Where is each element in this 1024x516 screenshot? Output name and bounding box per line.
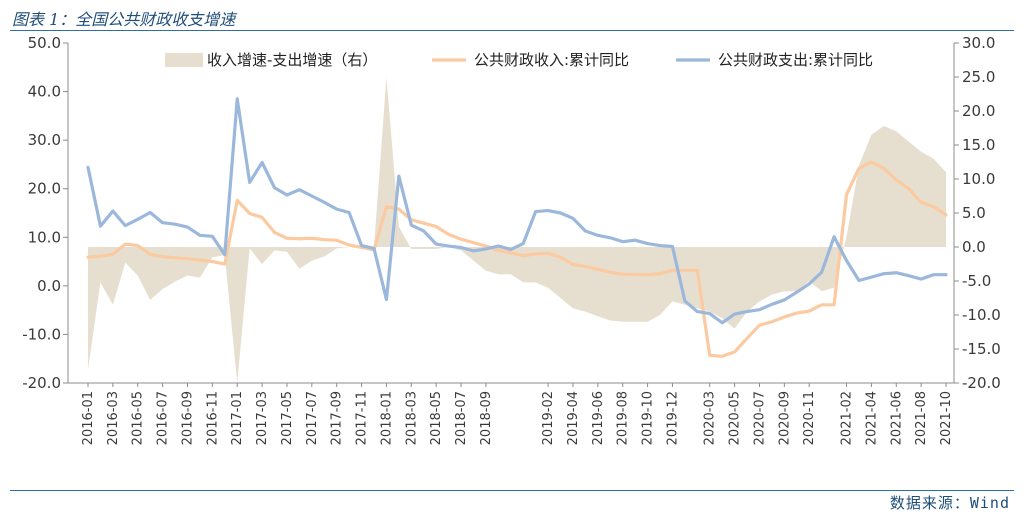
data-source: 数据来源：Wind bbox=[889, 494, 1010, 512]
right-tick-label: 30.0 bbox=[962, 34, 995, 52]
x-tick-label: 2021-02 bbox=[840, 391, 855, 445]
right-tick-label: 10.0 bbox=[962, 170, 995, 188]
x-tick-label: 2019-10 bbox=[641, 391, 656, 445]
figure-title: 图表 1：全国公共财政收支增速 bbox=[12, 10, 236, 29]
right-tick-label: -15.0 bbox=[962, 340, 1001, 358]
right-tick-label: 15.0 bbox=[962, 136, 995, 154]
x-tick-label: 2016-11 bbox=[205, 391, 220, 445]
x-tick-label: 2016-01 bbox=[81, 391, 96, 445]
x-tick-label: 2016-03 bbox=[106, 391, 121, 445]
right-tick-label: -5.0 bbox=[962, 272, 991, 290]
left-tick-label: 30.0 bbox=[28, 131, 61, 149]
x-tick-label: 2016-05 bbox=[131, 391, 146, 445]
left-tick-label: 40.0 bbox=[28, 83, 61, 101]
axis-layer: -20.0 -10.0 0.0 10.0 20.0 30.0 40.0 50.0 -20.0 -1… bbox=[22, 34, 1001, 445]
x-tick-label: 2017-11 bbox=[355, 391, 370, 445]
right-tick-label: -20.0 bbox=[962, 374, 1001, 392]
left-tick-label: -10.0 bbox=[22, 325, 61, 343]
x-tick-label: 2017-03 bbox=[255, 391, 270, 445]
x-tick-label: 2020-05 bbox=[728, 391, 743, 445]
x-tick-label: 2021-08 bbox=[914, 391, 929, 445]
x-tick-label: 2018-01 bbox=[379, 391, 394, 445]
right-tick-label: 5.0 bbox=[962, 204, 986, 222]
x-tick-label: 2019-08 bbox=[616, 391, 631, 445]
x-tick-label: 2017-09 bbox=[330, 391, 345, 445]
x-tick-label: 2018-05 bbox=[429, 391, 444, 445]
legend-label: 公共财政收入:累计同比 bbox=[474, 51, 629, 69]
x-tick-label: 2018-07 bbox=[454, 391, 469, 445]
income-series-line bbox=[86, 160, 948, 358]
chart-legend: 收入增速-支出增速（右） 公共财政收入:累计同比 公共财政支出:累计同比 bbox=[165, 51, 873, 69]
x-tick-label: 2021-10 bbox=[939, 391, 954, 445]
left-tick-label: 50.0 bbox=[28, 34, 61, 52]
area-layer bbox=[88, 77, 946, 383]
x-tick-label: 2017-07 bbox=[305, 391, 320, 445]
x-tick-label: 2020-03 bbox=[703, 391, 718, 445]
x-tick-label: 2019-04 bbox=[566, 391, 581, 445]
figure-header: 图表 1：全国公共财政收支增速 bbox=[0, 0, 1024, 34]
header-rule bbox=[10, 30, 1014, 31]
revenue-expenditure-chart: -20.0 -10.0 0.0 10.0 20.0 30.0 40.0 50.0 -20.0 -1… bbox=[22, 34, 1001, 445]
right-tick-label: 25.0 bbox=[962, 68, 995, 86]
x-tick-label: 2020-07 bbox=[752, 391, 767, 445]
right-tick-label: 0.0 bbox=[962, 238, 986, 256]
footer-rule bbox=[10, 490, 1014, 491]
x-tick-label: 2019-06 bbox=[591, 391, 606, 445]
x-tick-label: 2019-12 bbox=[665, 391, 680, 445]
left-tick-label: 20.0 bbox=[28, 180, 61, 198]
x-tick-label: 2017-01 bbox=[230, 391, 245, 445]
x-tick-label: 2017-05 bbox=[280, 391, 295, 445]
x-tick-label: 2021-06 bbox=[889, 391, 904, 445]
area-series-diff bbox=[88, 77, 946, 383]
legend-item: 公共财政支出:累计同比 bbox=[676, 51, 873, 69]
legend-label: 收入增速-支出增速（右） bbox=[207, 51, 377, 69]
right-tick-label: -10.0 bbox=[962, 306, 1001, 324]
legend-item: 收入增速-支出增速（右） bbox=[165, 51, 377, 69]
legend-label: 公共财政支出:累计同比 bbox=[718, 51, 873, 69]
legend-swatch-area bbox=[165, 53, 203, 67]
left-tick-label: 10.0 bbox=[28, 228, 61, 246]
x-tick-label: 2020-11 bbox=[802, 391, 817, 445]
x-tick-label: 2018-09 bbox=[479, 391, 494, 445]
left-tick-label: 0.0 bbox=[37, 277, 61, 295]
line-layer bbox=[86, 97, 948, 358]
x-tick-label: 2016-09 bbox=[180, 391, 195, 445]
expense-series-line bbox=[86, 97, 948, 325]
left-tick-label: -20.0 bbox=[22, 374, 61, 392]
x-tick-label: 2021-04 bbox=[864, 391, 879, 445]
legend-item: 公共财政收入:累计同比 bbox=[432, 51, 629, 69]
x-tick-label: 2016-07 bbox=[156, 391, 171, 445]
x-tick-label: 2018-03 bbox=[404, 391, 419, 445]
x-tick-label: 2020-09 bbox=[777, 391, 792, 445]
x-tick-label: 2019-02 bbox=[541, 391, 556, 445]
right-tick-label: 20.0 bbox=[962, 102, 995, 120]
